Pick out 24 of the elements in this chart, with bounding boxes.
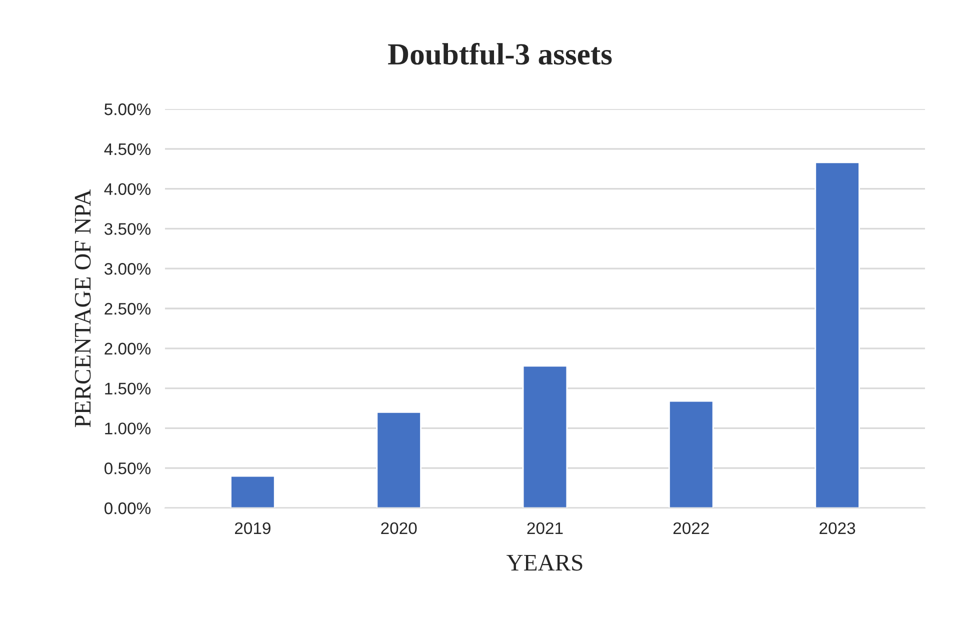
y-tick-label: 5.00%	[104, 103, 151, 116]
y-tick-label: 3.50%	[104, 223, 151, 235]
bar	[230, 475, 276, 508]
bar	[814, 162, 860, 508]
y-tick-label: 2.00%	[104, 342, 151, 355]
bar	[522, 365, 568, 508]
y-tick-label: 4.50%	[104, 143, 151, 156]
y-tick-label: 1.00%	[105, 422, 151, 434]
x-tick-label: 2019	[234, 522, 270, 534]
bar	[376, 412, 422, 508]
chart-title: Doubtful-3 assets	[388, 42, 612, 65]
x-tick-label: 2022	[673, 522, 709, 534]
y-tick-label: 2.50%	[104, 302, 151, 315]
y-tick-label: 0.00%	[104, 502, 151, 514]
y-tick-label: 4.00%	[104, 183, 151, 196]
y-axis-title: PERCENTAGE OF NPA	[74, 189, 91, 428]
x-tick-label: 2020	[381, 522, 417, 534]
x-axis-title: YEARS	[506, 554, 582, 571]
y-tick-label: 1.50%	[105, 382, 151, 395]
x-tick-label: 2021	[527, 522, 563, 534]
bar	[668, 400, 714, 508]
y-tick-label: 3.00%	[104, 263, 151, 275]
y-tick-label: 0.50%	[104, 462, 151, 474]
x-tick-label: 2023	[820, 522, 856, 534]
